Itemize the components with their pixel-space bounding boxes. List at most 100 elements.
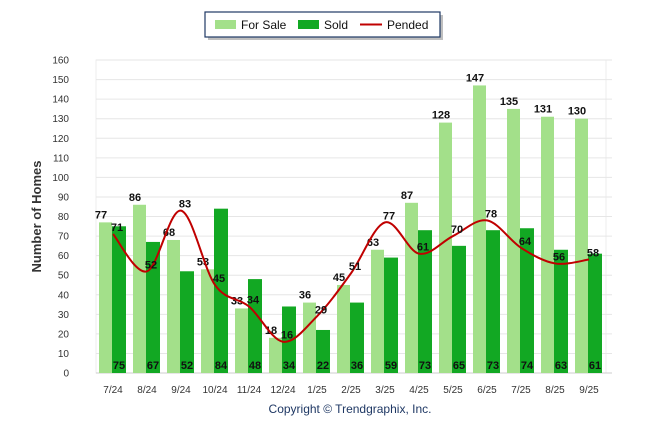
for-sale-value-label: 77 <box>95 209 107 221</box>
y-tick-label: 0 <box>63 369 69 380</box>
y-tick-label: 80 <box>58 212 70 223</box>
x-tick-label: 8/24 <box>137 385 157 396</box>
bar-for-sale <box>201 269 214 373</box>
pended-line <box>112 209 590 343</box>
sold-value-label: 34 <box>283 360 296 372</box>
bar-for-sale <box>371 249 384 373</box>
y-tick-label: 130 <box>52 114 69 125</box>
y-tick-label: 160 <box>52 56 69 67</box>
y-tick-label: 140 <box>52 95 69 106</box>
y-tick-label: 30 <box>58 310 70 321</box>
x-tick-label: 9/24 <box>171 385 191 396</box>
for-sale-value-label: 130 <box>568 106 586 118</box>
sold-value-label: 61 <box>589 360 601 372</box>
y-tick-label: 120 <box>52 134 69 145</box>
bar-for-sale <box>337 284 350 373</box>
x-tick-label: 6/25 <box>477 385 497 396</box>
bar-sold <box>350 302 364 373</box>
pended-value-label: 70 <box>451 224 463 236</box>
bar-sold <box>588 253 602 373</box>
y-tick-label: 100 <box>52 173 69 184</box>
bar-for-sale <box>133 204 146 373</box>
y-tick-label: 50 <box>58 271 70 282</box>
for-sale-value-label: 87 <box>401 190 413 202</box>
bar-sold <box>452 245 466 373</box>
pended-value-label: 29 <box>315 304 327 316</box>
y-tick-label: 40 <box>58 290 70 301</box>
pended-value-label: 64 <box>519 236 532 248</box>
y-tick-label: 60 <box>58 251 70 262</box>
for-sale-value-label: 86 <box>129 192 141 204</box>
bar-sold <box>384 257 398 373</box>
bar-for-sale <box>439 122 452 373</box>
pended-value-label: 51 <box>349 261 361 273</box>
sold-value-label: 74 <box>521 360 534 372</box>
x-tick-label: 2/25 <box>341 385 361 396</box>
x-tick-label: 1/25 <box>307 385 327 396</box>
legend-swatch-sold <box>298 20 319 29</box>
bar-sold <box>316 329 330 373</box>
pended-value-label: 45 <box>213 273 225 285</box>
x-tick-label: 5/25 <box>443 385 463 396</box>
bar-sold <box>486 230 500 373</box>
y-tick-label: 110 <box>53 153 69 164</box>
bar-sold <box>282 306 296 373</box>
bar-sold <box>248 279 262 373</box>
bar-sold <box>554 249 568 373</box>
for-sale-value-label: 147 <box>466 72 484 84</box>
pended-value-label: 61 <box>417 242 429 254</box>
bar-for-sale <box>575 118 588 373</box>
pended-value-label: 58 <box>587 248 599 260</box>
sold-value-label: 73 <box>487 360 499 372</box>
bar-for-sale <box>269 337 282 373</box>
bar-for-sale <box>99 222 112 373</box>
x-tick-label: 12/24 <box>270 385 295 396</box>
for-sale-value-label: 128 <box>432 110 450 122</box>
sold-value-label: 48 <box>249 360 261 372</box>
pended-value-label: 71 <box>111 222 123 234</box>
sold-value-label: 84 <box>215 360 228 372</box>
y-tick-label: 20 <box>58 329 70 340</box>
x-tick-label: 10/24 <box>202 385 227 396</box>
x-tick-label: 7/25 <box>511 385 531 396</box>
y-tick-label: 70 <box>58 232 70 243</box>
x-tick-label: 9/25 <box>579 385 599 396</box>
sold-value-label: 22 <box>317 360 329 372</box>
pended-value-label: 52 <box>145 259 157 271</box>
pended-value-label: 77 <box>383 210 395 222</box>
x-tick-label: 8/25 <box>545 385 565 396</box>
legend-swatch-for-sale <box>215 20 236 29</box>
for-sale-value-label: 135 <box>500 96 518 108</box>
legend-label-pended: Pended <box>387 18 428 32</box>
for-sale-value-label: 18 <box>265 325 277 337</box>
sold-value-label: 63 <box>555 360 567 372</box>
bar-for-sale <box>405 202 418 373</box>
sold-value-label: 73 <box>419 360 431 372</box>
bar-sold <box>112 226 126 373</box>
sold-value-label: 52 <box>181 360 193 372</box>
sold-value-label: 65 <box>453 360 465 372</box>
y-tick-label: 150 <box>52 75 69 86</box>
x-tick-label: 11/24 <box>237 385 262 396</box>
bar-for-sale <box>167 239 180 373</box>
bar-sold <box>418 230 432 373</box>
bar-sold <box>146 241 160 373</box>
bar-sold <box>520 228 534 373</box>
legend <box>204 11 441 38</box>
bar-for-sale <box>473 85 486 374</box>
y-tick-label: 10 <box>58 349 70 360</box>
bar-for-sale <box>541 116 554 373</box>
legend-label-sold: Sold <box>324 18 348 32</box>
sold-value-label: 75 <box>113 360 125 372</box>
for-sale-value-label: 36 <box>299 290 311 302</box>
pended-value-label: 78 <box>485 208 497 220</box>
sold-value-label: 36 <box>351 360 363 372</box>
for-sale-value-label: 131 <box>534 104 552 116</box>
y-tick-label: 90 <box>58 192 70 203</box>
legend-label-for-sale: For Sale <box>241 18 287 32</box>
x-tick-label: 7/24 <box>103 385 123 396</box>
bar-for-sale <box>235 308 248 373</box>
bar-sold <box>180 271 194 373</box>
